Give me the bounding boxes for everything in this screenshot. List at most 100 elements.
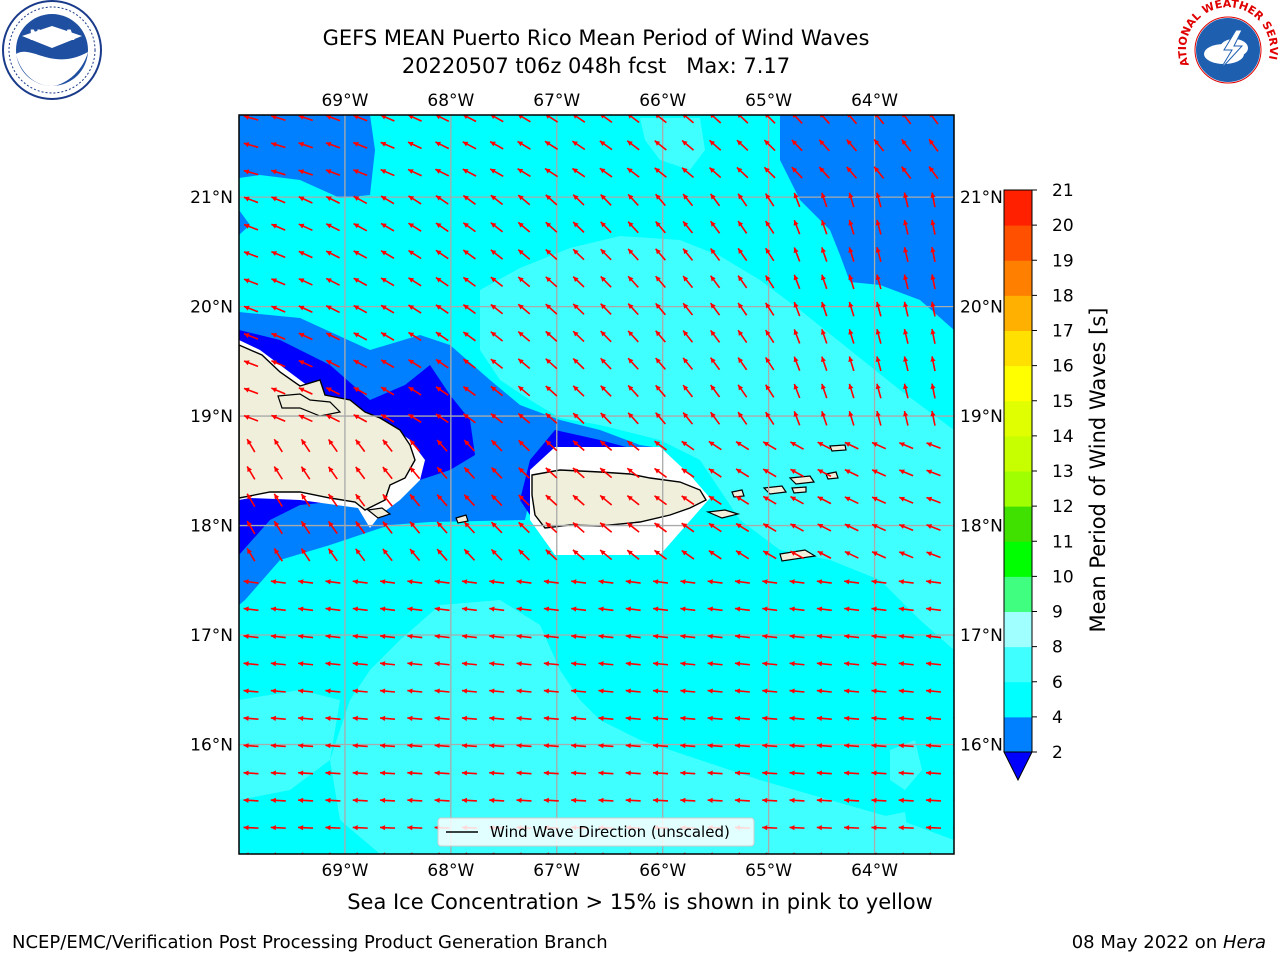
colorbar-tick-label: 16 bbox=[1052, 357, 1074, 377]
lat-tick-label-left: 21°N bbox=[190, 188, 233, 208]
wave-direction-arrow bbox=[298, 115, 313, 122]
wave-direction-arrow bbox=[898, 770, 914, 776]
wave-direction-arrow bbox=[516, 633, 532, 640]
wave-direction-arrow bbox=[436, 548, 448, 561]
wave-direction-arrow bbox=[489, 633, 505, 640]
lat-tick-label-right: 19°N bbox=[960, 407, 1003, 427]
wave-direction-arrow bbox=[652, 770, 669, 776]
wave-direction-arrow bbox=[325, 606, 341, 612]
wave-direction-arrow bbox=[928, 138, 939, 152]
wave-direction-arrow bbox=[682, 302, 694, 316]
colorbar: 2 4 6 8 9 10 11 12 13 14 15 16 17 18 19 20 21 bbox=[1003, 181, 1074, 782]
wave-direction-arrow bbox=[625, 688, 641, 694]
wave-direction-arrow bbox=[875, 247, 882, 262]
wave-direction-arrow bbox=[407, 661, 423, 667]
wave-direction-arrow bbox=[298, 661, 314, 667]
wave-direction-arrow bbox=[953, 580, 954, 583]
wave-direction-arrow bbox=[871, 606, 887, 612]
wave-direction-arrow bbox=[545, 521, 558, 534]
wave-direction-arrow bbox=[490, 221, 504, 233]
wave-direction-arrow bbox=[958, 220, 963, 235]
wave-direction-arrow bbox=[517, 249, 531, 260]
wave-direction-arrow bbox=[682, 220, 694, 234]
wave-direction-arrow bbox=[545, 412, 558, 424]
chart-subtitle: 20220507 t06z 048h fcst Max: 7.17 bbox=[401, 54, 791, 78]
wave-direction-arrow bbox=[871, 523, 887, 532]
wave-direction-arrow bbox=[461, 661, 477, 667]
wave-direction-arrow bbox=[353, 332, 368, 341]
wave-direction-arrow bbox=[246, 547, 256, 562]
wave-direction-arrow bbox=[652, 743, 669, 749]
wave-direction-arrow bbox=[325, 223, 340, 232]
wave-direction-arrow bbox=[844, 633, 860, 640]
period-band-6-8 bbox=[330, 600, 954, 854]
wave-direction-arrow bbox=[490, 521, 503, 534]
lon-tick-label-bottom: 67°W bbox=[533, 861, 580, 881]
wave-direction-arrow bbox=[655, 357, 666, 370]
wave-direction-arrow bbox=[844, 715, 860, 721]
wave-direction-arrow bbox=[762, 495, 777, 505]
wave-direction-arrow bbox=[708, 495, 722, 505]
wave-direction-arrow bbox=[734, 579, 750, 585]
wave-direction-arrow bbox=[653, 467, 668, 478]
wave-direction-arrow bbox=[707, 770, 723, 776]
wave-direction-arrow bbox=[298, 223, 313, 232]
wave-direction-arrow bbox=[353, 304, 368, 314]
wave-direction-arrow bbox=[380, 250, 395, 259]
wave-direction-arrow bbox=[572, 303, 585, 315]
wave-direction-arrow bbox=[762, 688, 778, 694]
wave-direction-arrow bbox=[789, 715, 805, 721]
wave-direction-arrow bbox=[434, 579, 450, 585]
wave-direction-arrow bbox=[298, 579, 314, 585]
wave-direction-arrow bbox=[517, 358, 531, 370]
wave-direction-arrow bbox=[380, 331, 395, 341]
wave-direction-arrow bbox=[353, 414, 368, 423]
wave-direction-arrow bbox=[598, 633, 614, 640]
wave-direction-arrow bbox=[789, 661, 805, 667]
colorbar-tick-label: 9 bbox=[1052, 603, 1063, 623]
wave-direction-arrow bbox=[243, 414, 259, 422]
lon-tick-label-top: 68°W bbox=[427, 91, 474, 111]
wave-direction-arrow bbox=[844, 743, 860, 749]
caption-text: Sea Ice Concentration > 15% is shown in … bbox=[347, 890, 933, 914]
colorbar-tick-label: 19 bbox=[1052, 251, 1074, 271]
wave-direction-arrow bbox=[327, 439, 338, 453]
wave-direction-arrow bbox=[380, 195, 395, 205]
wave-direction-arrow bbox=[898, 661, 914, 667]
wave-direction-arrow bbox=[298, 305, 313, 313]
wave-direction-arrow bbox=[463, 548, 476, 561]
wave-direction-arrow bbox=[300, 548, 311, 562]
wave-direction-arrow bbox=[325, 359, 340, 368]
wave-direction-arrow bbox=[680, 688, 696, 694]
wave-direction-arrow bbox=[681, 549, 695, 560]
wave-direction-arrow bbox=[958, 384, 963, 399]
wave-direction-arrow bbox=[871, 688, 887, 694]
lon-tick-label-bottom: 69°W bbox=[321, 861, 368, 881]
colorbar-tick-label: 10 bbox=[1052, 567, 1074, 587]
wave-direction-arrow bbox=[516, 715, 532, 721]
wave-direction-arrow bbox=[325, 770, 341, 776]
wave-direction-arrow bbox=[436, 494, 448, 507]
wave-direction-arrow bbox=[543, 661, 559, 667]
wave-direction-arrow bbox=[709, 329, 721, 343]
wave-direction-arrow bbox=[543, 715, 559, 721]
lon-tick-label-top: 64°W bbox=[851, 91, 898, 111]
wave-direction-arrow bbox=[925, 770, 942, 776]
wave-direction-arrow bbox=[352, 688, 368, 694]
wave-direction-arrow bbox=[848, 328, 855, 344]
wave-direction-arrow bbox=[325, 633, 341, 640]
wave-direction-arrow bbox=[271, 332, 286, 341]
wave-direction-arrow bbox=[243, 305, 259, 313]
wave-direction-arrow bbox=[598, 661, 614, 667]
wave-direction-arrow bbox=[382, 466, 393, 480]
wave-direction-arrow bbox=[707, 797, 723, 803]
wave-direction-arrow bbox=[600, 248, 612, 261]
wave-direction-arrow bbox=[734, 633, 750, 640]
wave-direction-arrow bbox=[821, 356, 828, 372]
wave-direction-arrow bbox=[462, 276, 476, 287]
wave-direction-arrow bbox=[545, 467, 558, 479]
wave-direction-arrow bbox=[298, 387, 313, 395]
wave-direction-arrow bbox=[243, 142, 259, 149]
wave-direction-arrow bbox=[652, 797, 669, 803]
